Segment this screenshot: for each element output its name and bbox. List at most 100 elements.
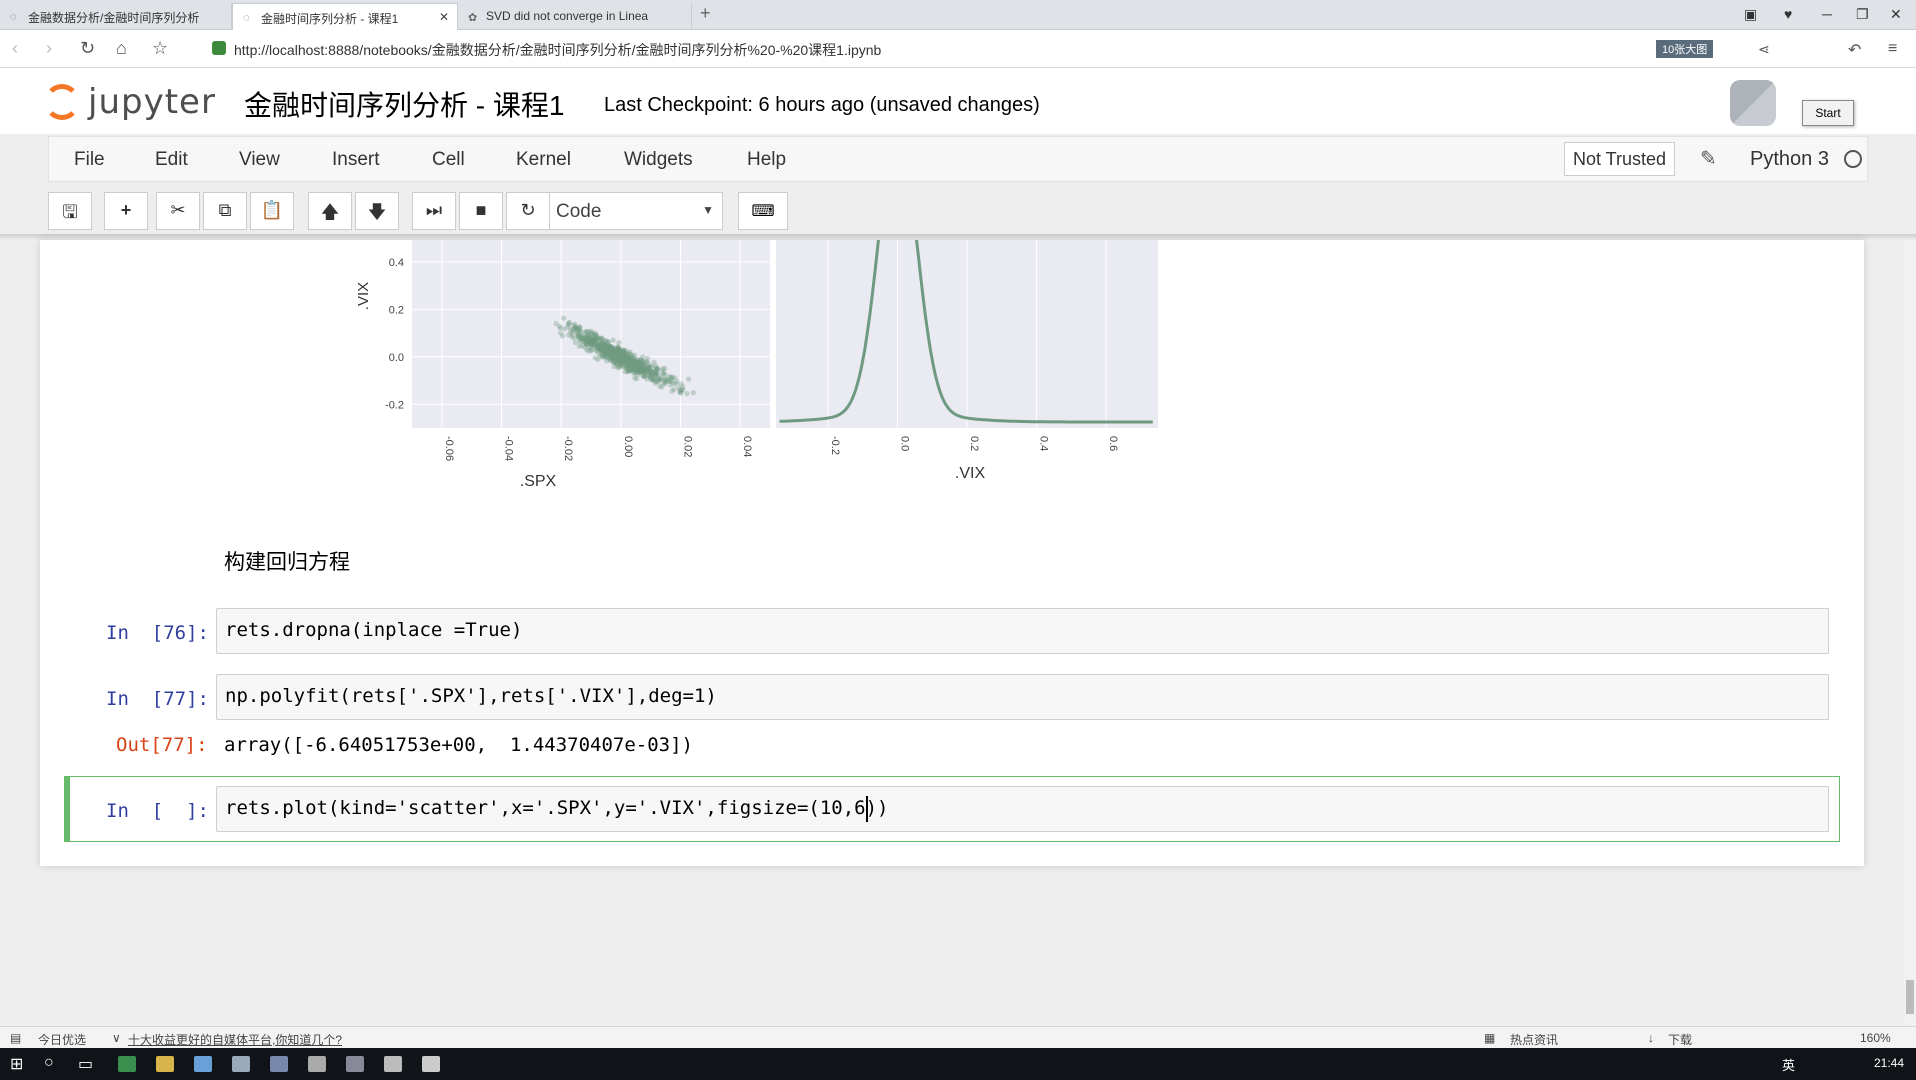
url-field[interactable]: http://localhost:8888/notebooks/金融数据分析/金… bbox=[234, 42, 882, 58]
windows-start-icon[interactable]: ⊞ bbox=[10, 1056, 24, 1073]
app-taskbar-icon[interactable] bbox=[346, 1056, 364, 1072]
scatter-point bbox=[628, 360, 634, 366]
scatter-point bbox=[615, 355, 621, 361]
paste-button[interactable]: 📋 bbox=[250, 192, 294, 230]
edit-pencil-icon[interactable]: ✎ bbox=[1700, 148, 1717, 170]
close-tab-icon[interactable]: ✕ bbox=[438, 10, 449, 24]
notebook-title[interactable]: 金融时间序列分析 - 课程1 bbox=[244, 90, 565, 121]
scatter-point bbox=[637, 363, 643, 369]
browser-tab[interactable]: ◌ 金融数据分析/金融时间序列分析 bbox=[0, 3, 232, 30]
scatter-point bbox=[585, 341, 591, 347]
scatter-point bbox=[635, 371, 641, 377]
start-button[interactable]: Start bbox=[1802, 100, 1854, 126]
scatter-point bbox=[638, 358, 644, 364]
download-label[interactable]: 下载 bbox=[1668, 1033, 1693, 1047]
scrollbar-thumb[interactable] bbox=[1906, 980, 1914, 1014]
trust-button[interactable]: Not Trusted bbox=[1564, 142, 1676, 176]
scatter-point bbox=[602, 354, 609, 360]
close-window-icon[interactable]: ✕ bbox=[1890, 6, 1902, 22]
reload-icon[interactable]: ↻ bbox=[80, 38, 96, 58]
app-taskbar-icon[interactable] bbox=[270, 1056, 288, 1072]
scatter-point bbox=[625, 362, 631, 369]
hot-news-label[interactable]: 热点资讯 bbox=[1510, 1033, 1559, 1047]
markdown-cell[interactable]: 构建回归方程 bbox=[224, 551, 350, 574]
menu-insert[interactable]: Insert bbox=[332, 149, 380, 170]
forward-icon[interactable]: › bbox=[46, 38, 52, 58]
move-up-button[interactable]: 🡅 bbox=[308, 192, 352, 230]
menu-view[interactable]: View bbox=[239, 149, 280, 170]
browser-taskbar-icon[interactable] bbox=[118, 1056, 136, 1072]
app-taskbar-icon[interactable] bbox=[232, 1056, 250, 1072]
skin-icon[interactable]: ♥ bbox=[1784, 6, 1793, 22]
code-cell-input-active[interactable]: rets.plot(kind='scatter',x='.SPX',y='.VI… bbox=[216, 786, 1829, 832]
scatter-point bbox=[610, 354, 616, 360]
insert-cell-button[interactable]: + bbox=[104, 192, 148, 230]
app-taskbar-icon[interactable] bbox=[308, 1056, 326, 1072]
scatter-point bbox=[613, 355, 619, 361]
new-tab-button[interactable]: + bbox=[700, 3, 711, 23]
scatter-point bbox=[576, 331, 582, 337]
cell-type-select[interactable]: Code ▼ bbox=[549, 192, 723, 230]
task-view-icon[interactable]: ▭ bbox=[78, 1056, 94, 1073]
menu-widgets[interactable]: Widgets bbox=[624, 149, 693, 170]
zoom-level[interactable]: 160% bbox=[1860, 1031, 1891, 1045]
news-link[interactable]: 十大收益更好的自媒体平台,你知道几个? bbox=[128, 1033, 343, 1047]
menu-icon[interactable]: ≡ bbox=[1888, 40, 1898, 57]
scatter-point bbox=[622, 355, 628, 361]
menu-help[interactable]: Help bbox=[747, 149, 787, 170]
scatter-point bbox=[669, 376, 675, 382]
jupyter-logo[interactable]: jupyter bbox=[44, 80, 224, 124]
code-cell-input[interactable]: rets.dropna(inplace =True) bbox=[216, 608, 1829, 654]
scatter-point bbox=[590, 336, 596, 342]
browser-tab[interactable]: ✿ SVD did not converge in Linea bbox=[458, 3, 692, 30]
scatter-point bbox=[614, 346, 620, 352]
scatter-point bbox=[641, 369, 647, 375]
scatter-point bbox=[621, 358, 627, 364]
code-cell-input[interactable]: np.polyfit(rets['.SPX'],rets['.VIX'],deg… bbox=[216, 674, 1829, 720]
folder-taskbar-icon[interactable] bbox=[156, 1056, 174, 1072]
scatter-point bbox=[603, 338, 609, 344]
browser-tab-active[interactable]: ◌ 金融时间序列分析 - 课程1 ✕ bbox=[232, 3, 458, 30]
interrupt-button[interactable]: ■ bbox=[459, 192, 503, 230]
menu-kernel[interactable]: Kernel bbox=[516, 149, 571, 170]
save-button[interactable]: 🖫 bbox=[48, 192, 92, 230]
scatter-x-tick: -0.06 bbox=[443, 436, 455, 461]
scatter-point bbox=[627, 357, 633, 363]
cut-button[interactable]: ✂ bbox=[156, 192, 200, 230]
scatter-point bbox=[615, 354, 621, 360]
copy-button[interactable]: ⧉ bbox=[203, 192, 247, 230]
selected-cell[interactable] bbox=[64, 776, 1840, 842]
vertical-scrollbar[interactable] bbox=[1904, 240, 1916, 1026]
tab-list-icon[interactable]: ▣ bbox=[1744, 6, 1758, 22]
restart-button[interactable]: ↻ bbox=[506, 192, 550, 230]
app-taskbar-icon[interactable] bbox=[194, 1056, 212, 1072]
scatter-point bbox=[582, 339, 589, 345]
menu-cell[interactable]: Cell bbox=[432, 149, 465, 170]
run-button[interactable]: ⏭ bbox=[412, 192, 456, 230]
move-down-button[interactable]: 🡇 bbox=[355, 192, 399, 230]
scatter-point bbox=[616, 360, 622, 367]
scatter-point bbox=[635, 367, 641, 373]
scatter-point bbox=[565, 321, 571, 328]
app-taskbar-icon[interactable] bbox=[422, 1056, 440, 1072]
restore-icon[interactable]: ❐ bbox=[1856, 6, 1869, 22]
scatter-point bbox=[666, 374, 672, 380]
back-icon[interactable]: ‹ bbox=[12, 38, 18, 58]
scatter-point bbox=[650, 371, 656, 377]
minimize-icon[interactable]: ─ bbox=[1822, 6, 1832, 22]
scatter-point bbox=[587, 340, 593, 346]
zoom-badge[interactable]: 10张大图 bbox=[1656, 40, 1714, 58]
share-icon[interactable]: ⋖ bbox=[1758, 41, 1770, 57]
bookmark-star-icon[interactable]: ☆ bbox=[152, 38, 169, 58]
command-palette-button[interactable]: ⌨ bbox=[738, 192, 788, 230]
ime-indicator[interactable]: 英 bbox=[1782, 1058, 1796, 1073]
menu-file[interactable]: File bbox=[74, 149, 105, 170]
undo-icon[interactable]: ↶ bbox=[1848, 42, 1862, 59]
status-left-label[interactable]: 今日优选 bbox=[38, 1033, 87, 1047]
search-icon[interactable]: ○ bbox=[44, 1054, 54, 1071]
menu-edit[interactable]: Edit bbox=[155, 149, 188, 170]
scatter-point bbox=[666, 378, 672, 384]
app-taskbar-icon[interactable] bbox=[384, 1056, 402, 1072]
home-icon[interactable]: ⌂ bbox=[116, 38, 127, 58]
scatter-point bbox=[580, 336, 586, 342]
